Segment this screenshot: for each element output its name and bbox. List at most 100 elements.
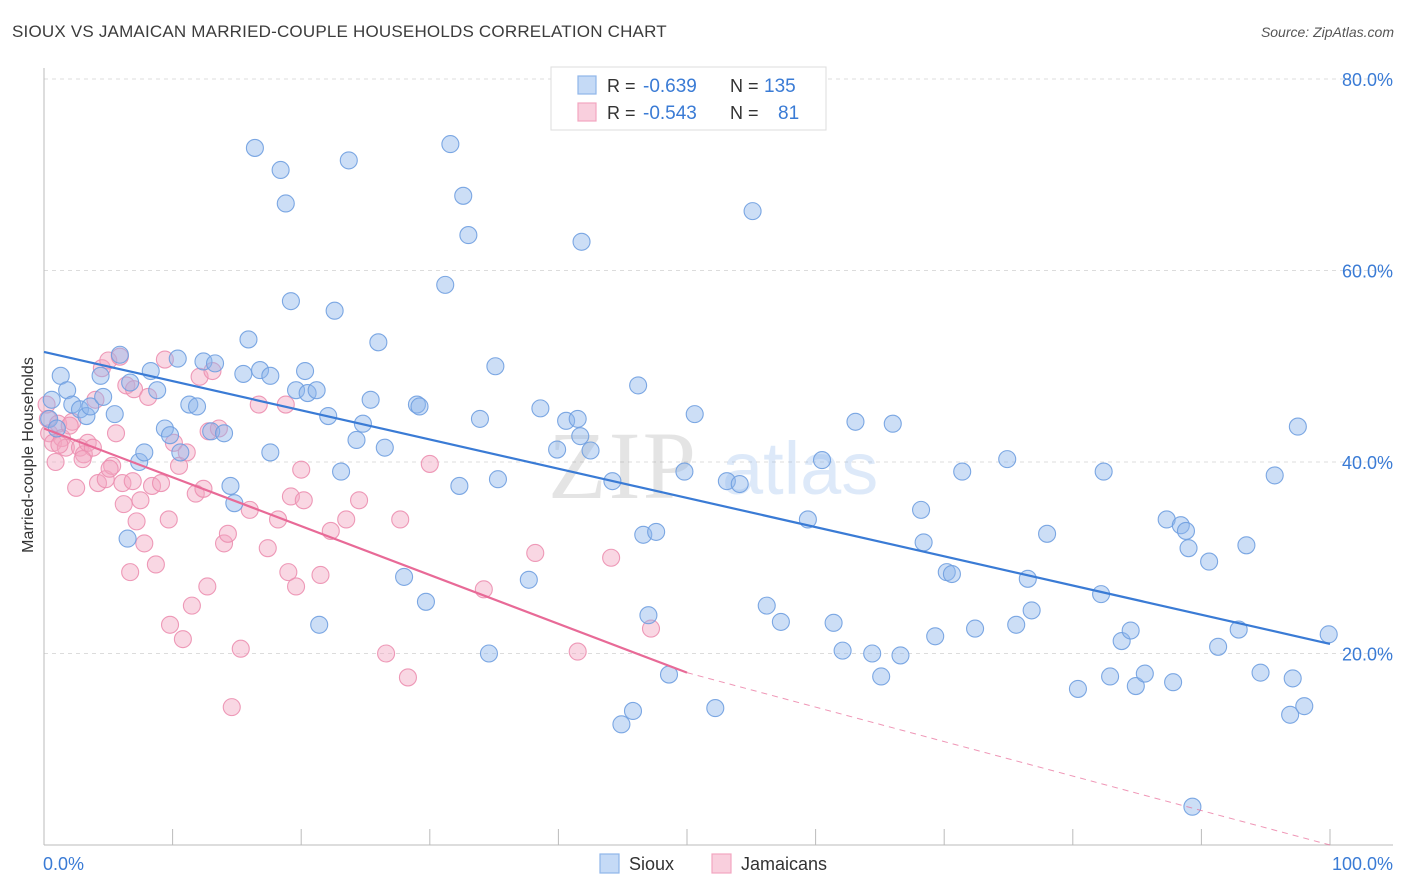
sioux-point bbox=[110, 345, 129, 364]
jamaicans-point bbox=[151, 474, 171, 493]
sioux-point bbox=[1183, 797, 1202, 816]
jamaicans-point bbox=[350, 491, 369, 510]
sioux-point bbox=[416, 592, 435, 611]
jamaicans-point bbox=[135, 534, 154, 553]
sioux-point bbox=[407, 395, 426, 414]
sioux-point bbox=[623, 701, 643, 721]
sioux-point bbox=[339, 151, 358, 170]
jamaicans-point bbox=[169, 456, 189, 475]
jamaicans-point bbox=[46, 452, 65, 472]
sioux-point bbox=[743, 202, 762, 221]
jamaicans-point bbox=[103, 456, 122, 475]
jamaicans-point bbox=[311, 565, 330, 585]
sioux-point bbox=[436, 275, 455, 294]
sioux-point bbox=[221, 476, 240, 495]
sioux-point bbox=[1209, 637, 1228, 656]
sioux-point bbox=[1112, 632, 1131, 651]
sioux-point bbox=[187, 397, 207, 416]
jamaicans-point bbox=[123, 472, 142, 491]
sioux-point bbox=[118, 529, 137, 548]
sioux-point bbox=[531, 399, 550, 418]
jamaicans-point bbox=[127, 512, 146, 531]
sioux-point bbox=[1283, 669, 1302, 688]
watermark: ZIP atlas bbox=[548, 412, 878, 519]
stats-legend: R = -0.639 N = 135 R = -0.543 N = 81 bbox=[550, 66, 827, 131]
sioux-point bbox=[1022, 601, 1041, 620]
sioux-point bbox=[194, 352, 213, 371]
sioux-point bbox=[675, 462, 694, 481]
sioux-point bbox=[42, 390, 61, 409]
sioux-point bbox=[310, 615, 329, 634]
sioux-point bbox=[1171, 516, 1190, 535]
jamaicans-n-value: 81 bbox=[778, 103, 799, 124]
sioux-point bbox=[459, 226, 478, 245]
sioux-point bbox=[912, 500, 931, 519]
legend-jamaicans-swatch bbox=[711, 853, 732, 874]
legend-jamaicans-label: Jamaicans bbox=[741, 854, 827, 874]
jamaicans-point bbox=[602, 548, 621, 567]
y-tick-label-3: 80.0% bbox=[1342, 70, 1393, 90]
sioux-point bbox=[572, 232, 591, 251]
sioux-point bbox=[1295, 697, 1314, 716]
jamaicans-point bbox=[155, 350, 174, 369]
sioux-point bbox=[234, 364, 253, 383]
sioux-point bbox=[1237, 536, 1256, 555]
sioux-point bbox=[479, 644, 499, 663]
sioux-point bbox=[757, 596, 776, 615]
sioux-point bbox=[245, 138, 264, 157]
sioux-point bbox=[488, 470, 508, 489]
sioux-point bbox=[872, 667, 891, 686]
sioux-point bbox=[171, 443, 190, 462]
sioux-point bbox=[863, 644, 882, 663]
jamaicans-point bbox=[73, 450, 92, 469]
watermark-zip: ZIP bbox=[548, 412, 698, 519]
sioux-point bbox=[205, 354, 225, 373]
jamaicans-point bbox=[292, 460, 311, 479]
jamaicans-point bbox=[398, 668, 417, 687]
sioux-point bbox=[548, 440, 567, 459]
axes bbox=[43, 68, 1393, 846]
sioux-swatch bbox=[577, 75, 597, 95]
sioux-point bbox=[454, 186, 473, 205]
jamaicans-trend-line bbox=[43, 427, 688, 674]
sioux-points bbox=[40, 135, 1338, 816]
source-credit: Source: ZipAtlas.com bbox=[1260, 24, 1394, 40]
sioux-point bbox=[261, 366, 280, 385]
jamaicans-point bbox=[106, 424, 126, 443]
jamaicans-point bbox=[121, 563, 140, 582]
sioux-point bbox=[1265, 466, 1284, 485]
jamaicans-point bbox=[294, 491, 313, 510]
sioux-point bbox=[180, 395, 199, 414]
sioux-point bbox=[105, 405, 124, 424]
sioux-point bbox=[1101, 667, 1120, 686]
sioux-point bbox=[581, 441, 600, 460]
sioux-point bbox=[148, 381, 167, 400]
jamaicans-r-label: R = bbox=[607, 103, 636, 123]
sioux-point bbox=[953, 462, 972, 481]
sioux-point bbox=[833, 641, 852, 660]
sioux-point bbox=[369, 333, 388, 352]
jamaicans-point bbox=[50, 435, 69, 454]
sioux-point bbox=[250, 361, 270, 380]
sioux-point bbox=[486, 357, 505, 376]
sioux-point bbox=[706, 699, 725, 718]
sioux-point bbox=[1007, 615, 1026, 634]
sioux-point bbox=[135, 443, 154, 462]
sioux-point bbox=[325, 301, 344, 320]
jamaicans-point bbox=[37, 395, 56, 414]
sioux-point bbox=[812, 451, 832, 470]
sioux-point bbox=[470, 409, 490, 428]
sioux-r-value: -0.639 bbox=[643, 76, 697, 97]
sioux-point bbox=[629, 376, 648, 395]
sioux-r-label: R = bbox=[607, 76, 636, 96]
sioux-point bbox=[296, 361, 315, 381]
jamaicans-point bbox=[100, 459, 119, 478]
y-tick-label-0: 20.0% bbox=[1342, 645, 1393, 665]
sioux-point bbox=[160, 426, 180, 445]
y-tick-labels: 20.0% 40.0% 60.0% 80.0% bbox=[1342, 70, 1393, 665]
jamaicans-point bbox=[258, 539, 277, 558]
jamaicans-point bbox=[420, 454, 439, 473]
sioux-point bbox=[1281, 705, 1300, 724]
sioux-point bbox=[1121, 621, 1140, 640]
